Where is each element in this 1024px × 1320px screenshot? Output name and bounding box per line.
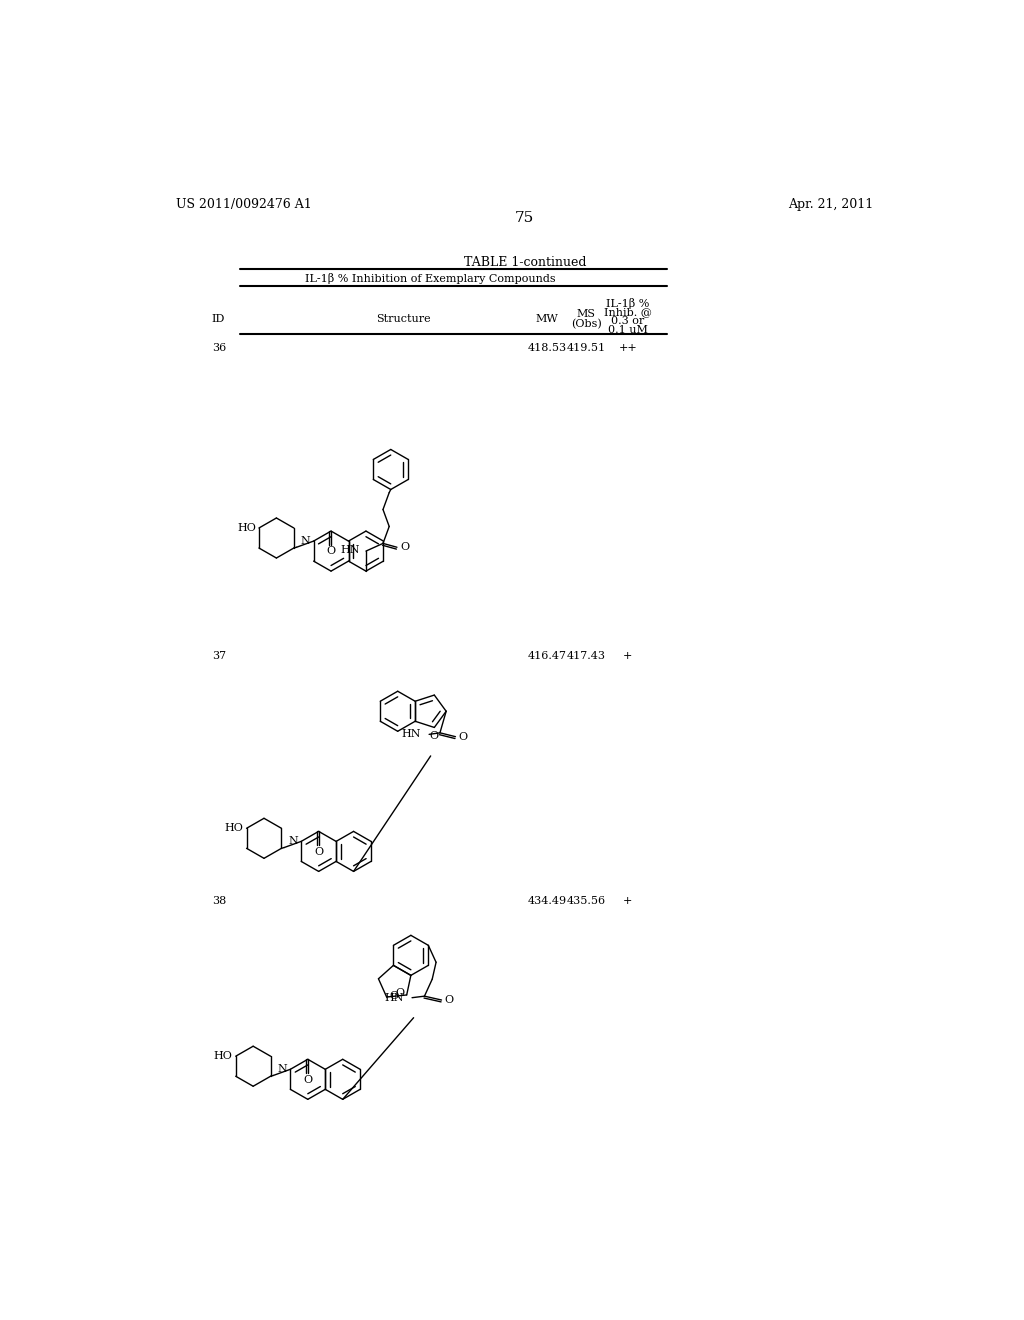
Text: +: +	[624, 651, 633, 661]
Text: Apr. 21, 2011: Apr. 21, 2011	[788, 198, 873, 211]
Text: 36: 36	[212, 343, 226, 354]
Text: 75: 75	[515, 211, 535, 224]
Text: HN: HN	[401, 730, 421, 739]
Text: HO: HO	[224, 824, 244, 833]
Text: IL-1β %: IL-1β %	[606, 298, 649, 309]
Text: IL-1β % Inhibition of Exemplary Compounds: IL-1β % Inhibition of Exemplary Compound…	[305, 273, 556, 284]
Text: O: O	[444, 995, 454, 1005]
Text: MS: MS	[577, 309, 596, 319]
Text: O: O	[459, 731, 468, 742]
Text: (Obs): (Obs)	[570, 318, 601, 329]
Text: +: +	[624, 896, 633, 906]
Text: Inhib. @: Inhib. @	[604, 308, 652, 317]
Text: O: O	[430, 730, 439, 741]
Text: O: O	[314, 847, 324, 857]
Text: N: N	[289, 837, 298, 846]
Text: MW: MW	[536, 314, 559, 323]
Text: N: N	[278, 1064, 288, 1074]
Text: 0.1 uM: 0.1 uM	[608, 326, 648, 335]
Text: TABLE 1-continued: TABLE 1-continued	[464, 256, 586, 269]
Text: N: N	[301, 536, 310, 546]
Text: O: O	[400, 543, 410, 552]
Text: O: O	[395, 989, 404, 998]
Text: 418.53: 418.53	[527, 343, 567, 354]
Text: HN: HN	[340, 545, 359, 554]
Text: 0.3 or: 0.3 or	[611, 317, 644, 326]
Text: 435.56: 435.56	[566, 896, 605, 906]
Text: 419.51: 419.51	[566, 343, 605, 354]
Text: ID: ID	[212, 314, 225, 323]
Text: 416.47: 416.47	[527, 651, 566, 661]
Text: O: O	[389, 990, 398, 1001]
Text: HO: HO	[214, 1051, 232, 1061]
Text: ++: ++	[618, 343, 637, 354]
Text: Structure: Structure	[376, 314, 430, 323]
Text: 417.43: 417.43	[566, 651, 605, 661]
Text: US 2011/0092476 A1: US 2011/0092476 A1	[176, 198, 311, 211]
Text: O: O	[303, 1074, 312, 1085]
Text: HO: HO	[237, 523, 256, 533]
Text: 434.49: 434.49	[527, 896, 567, 906]
Text: HN: HN	[385, 993, 404, 1003]
Text: 38: 38	[212, 896, 226, 906]
Text: 37: 37	[212, 651, 226, 661]
Text: O: O	[327, 546, 336, 557]
